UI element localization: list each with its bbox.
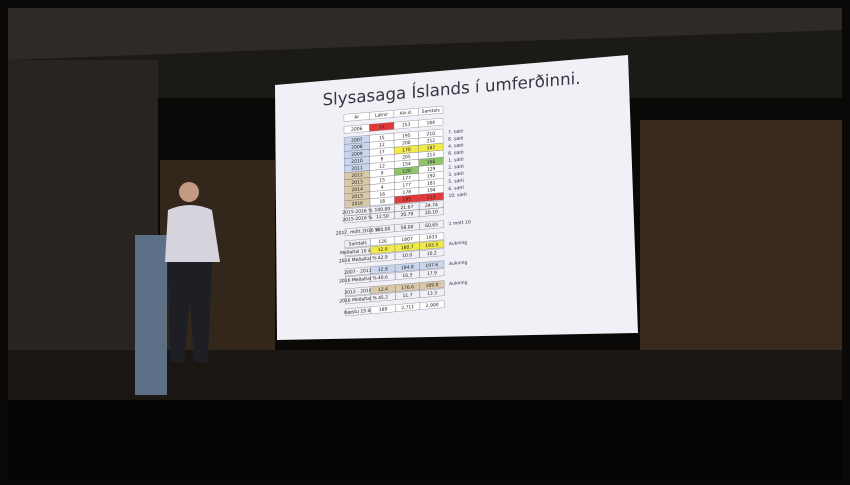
cell-text: 129 bbox=[427, 166, 436, 173]
podium bbox=[135, 235, 167, 395]
cell-text: 42.9 bbox=[378, 254, 388, 261]
cell-text: 20.79 bbox=[400, 211, 413, 218]
cell-text: 2014 bbox=[351, 186, 363, 193]
cell-text: 180.7 bbox=[401, 244, 414, 251]
cell-text: 126 bbox=[378, 238, 387, 245]
cell-text: 17 bbox=[379, 149, 385, 155]
cell-text: 2,711 bbox=[401, 304, 414, 311]
cell-text: 2013 bbox=[351, 179, 363, 186]
cell-text: 15 bbox=[379, 177, 385, 183]
cell-text: 176.6 bbox=[401, 284, 414, 291]
page: {"slide":{"title":"Slysasaga Íslands í u… bbox=[0, 0, 850, 485]
cell-text: 16.3 bbox=[402, 272, 412, 279]
cell-text: 178 bbox=[402, 189, 411, 196]
cell-text: 40.6 bbox=[378, 274, 388, 281]
head bbox=[179, 182, 199, 202]
cell-text: 45.2 bbox=[378, 294, 388, 301]
cell-text: 1807 bbox=[401, 236, 413, 243]
cell-text: 200 bbox=[402, 140, 411, 147]
cell-text: 2009 bbox=[351, 151, 363, 158]
cell-text: 11.7 bbox=[403, 292, 413, 299]
cell-text: 12.6 bbox=[378, 246, 388, 253]
cell-text: 177 bbox=[402, 175, 411, 182]
cell-text: 154 bbox=[402, 161, 411, 168]
cell-text: 192 bbox=[427, 173, 436, 180]
cell-text: 2006 bbox=[351, 126, 363, 133]
wood-wall-right bbox=[640, 120, 842, 350]
cell-text: 184 bbox=[426, 120, 435, 127]
cell-text: 2012 bbox=[351, 172, 363, 179]
cell-text: 170 bbox=[402, 147, 411, 154]
cell-text: 20.10 bbox=[425, 209, 438, 216]
cell-text: 8 bbox=[381, 156, 384, 162]
cell-text: 195 bbox=[402, 133, 411, 140]
cell-text: 187 bbox=[427, 145, 436, 152]
cell-text: 1933 bbox=[426, 234, 438, 241]
stage-floor bbox=[8, 350, 842, 400]
cell-text: 58.00 bbox=[401, 224, 414, 231]
cell-text: 2007 bbox=[351, 137, 363, 144]
cell-text: 9 bbox=[381, 170, 384, 176]
cell-text: 12 bbox=[379, 163, 385, 169]
cell-text: 2016 bbox=[352, 200, 364, 207]
cell-text: 205 bbox=[402, 154, 411, 161]
shirt bbox=[165, 205, 220, 262]
cell-text: 13.3 bbox=[427, 290, 437, 297]
cell-text: 15 bbox=[379, 135, 385, 141]
cell-text: 2010 bbox=[351, 158, 363, 165]
cell-text: 213 bbox=[427, 152, 436, 159]
cell-text: 12 bbox=[379, 142, 385, 148]
cell-text: 120 bbox=[402, 168, 411, 175]
cell-text: 4 bbox=[381, 184, 384, 190]
cell-text: 60.65 bbox=[425, 222, 438, 229]
cell-text: 177 bbox=[402, 182, 411, 189]
cell-text: 213 bbox=[427, 194, 436, 201]
cell-text: 189.0 bbox=[426, 282, 439, 289]
cell-text: 153 bbox=[402, 122, 411, 129]
cell-text: 189 bbox=[379, 306, 388, 313]
cell-text: 16 bbox=[379, 191, 385, 197]
cell-text: 194 bbox=[427, 187, 436, 194]
header-text: Alv.sl. bbox=[400, 110, 413, 117]
cell-text: 2,900 bbox=[426, 302, 439, 309]
cell-text: 2008 bbox=[351, 144, 363, 151]
cell-text: 184.8 bbox=[401, 264, 414, 271]
cell-text: 181 bbox=[427, 180, 436, 187]
photo: Slysasaga Íslands í umferðinni. ÁrLátnir… bbox=[0, 0, 850, 485]
cell-text: 31 bbox=[379, 124, 385, 130]
cell-text: 24.74 bbox=[425, 202, 438, 209]
cell-text: 2011 bbox=[351, 165, 363, 172]
cell-text: 12.8 bbox=[378, 266, 388, 273]
cell-text: 212 bbox=[427, 138, 436, 145]
cell-text: 18 bbox=[379, 198, 385, 204]
stage-front bbox=[8, 400, 842, 480]
cell-text: 197.6 bbox=[425, 262, 438, 269]
cell-text: 2015 bbox=[352, 193, 364, 200]
cell-text: 195 bbox=[403, 196, 412, 203]
cell-text: 21.67 bbox=[400, 204, 413, 211]
cell-text: 10.0 bbox=[402, 252, 412, 259]
cell-text: 166 bbox=[427, 159, 436, 166]
cell-text: 17.9 bbox=[427, 270, 437, 277]
cell-text: 210 bbox=[427, 131, 436, 138]
cell-text: 193.3 bbox=[425, 242, 438, 249]
cell-text: 12.4 bbox=[378, 286, 388, 293]
cell-text: 10.2 bbox=[427, 250, 437, 257]
cell-text: 12.50 bbox=[376, 213, 389, 220]
